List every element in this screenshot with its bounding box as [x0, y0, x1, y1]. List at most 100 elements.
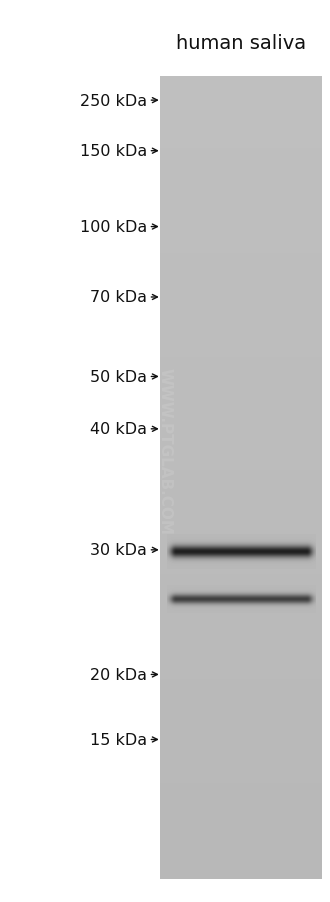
Bar: [160, 437, 322, 446]
Text: 70 kDa: 70 kDa: [90, 290, 147, 305]
Bar: [160, 141, 322, 149]
Bar: [160, 462, 322, 470]
Bar: [160, 630, 322, 639]
Bar: [160, 189, 322, 198]
Bar: [160, 871, 322, 879]
Text: 15 kDa: 15 kDa: [90, 732, 147, 747]
Bar: [160, 534, 322, 542]
Bar: [160, 743, 322, 751]
Bar: [160, 703, 322, 711]
Bar: [160, 245, 322, 253]
Bar: [160, 422, 322, 430]
Bar: [160, 237, 322, 245]
Bar: [160, 622, 322, 630]
Bar: [160, 542, 322, 550]
Bar: [160, 526, 322, 534]
Bar: [160, 270, 322, 278]
Bar: [160, 454, 322, 462]
Bar: [160, 727, 322, 735]
Bar: [160, 832, 322, 839]
Bar: [160, 606, 322, 614]
Text: 50 kDa: 50 kDa: [90, 370, 147, 384]
Bar: [160, 262, 322, 270]
Bar: [160, 478, 322, 486]
Bar: [160, 373, 322, 382]
Bar: [160, 109, 322, 117]
Bar: [160, 77, 322, 85]
Bar: [160, 133, 322, 141]
Bar: [160, 446, 322, 454]
Bar: [160, 101, 322, 109]
Bar: [160, 807, 322, 815]
Bar: [160, 711, 322, 719]
Bar: [160, 791, 322, 799]
Bar: [160, 759, 322, 767]
Bar: [160, 213, 322, 221]
Bar: [160, 550, 322, 558]
Bar: [160, 583, 322, 591]
Bar: [160, 205, 322, 213]
Bar: [160, 566, 322, 575]
Bar: [160, 149, 322, 157]
Bar: [160, 301, 322, 309]
Bar: [160, 678, 322, 686]
Bar: [160, 390, 322, 398]
Bar: [160, 671, 322, 678]
Bar: [160, 839, 322, 847]
Bar: [160, 221, 322, 229]
Text: 20 kDa: 20 kDa: [90, 667, 147, 682]
Bar: [160, 647, 322, 655]
Bar: [160, 326, 322, 334]
Bar: [160, 614, 322, 622]
Bar: [160, 575, 322, 583]
Bar: [160, 686, 322, 695]
Bar: [160, 799, 322, 807]
Bar: [160, 775, 322, 783]
Bar: [160, 342, 322, 350]
Bar: [160, 406, 322, 414]
Text: 30 kDa: 30 kDa: [90, 543, 147, 557]
Bar: [160, 855, 322, 863]
Text: 250 kDa: 250 kDa: [80, 94, 147, 108]
Bar: [160, 85, 322, 93]
Bar: [160, 863, 322, 871]
Text: 150 kDa: 150 kDa: [80, 144, 147, 159]
Bar: [160, 599, 322, 606]
Bar: [160, 253, 322, 262]
Text: 100 kDa: 100 kDa: [80, 220, 147, 235]
Text: WWW.PTGLAB.COM: WWW.PTGLAB.COM: [157, 368, 173, 534]
Bar: [160, 116, 322, 124]
Bar: [160, 430, 322, 437]
Bar: [160, 357, 322, 365]
Bar: [160, 591, 322, 599]
Bar: [160, 278, 322, 285]
Bar: [160, 229, 322, 237]
Bar: [160, 783, 322, 791]
Bar: [160, 318, 322, 326]
Bar: [160, 173, 322, 181]
Bar: [160, 93, 322, 101]
Bar: [160, 767, 322, 775]
Bar: [160, 309, 322, 318]
Bar: [160, 655, 322, 663]
Bar: [160, 511, 322, 518]
Bar: [160, 285, 322, 293]
Bar: [160, 518, 322, 526]
Bar: [160, 157, 322, 165]
Bar: [160, 470, 322, 478]
Bar: [160, 735, 322, 743]
Bar: [160, 350, 322, 357]
Bar: [160, 365, 322, 373]
Bar: [160, 847, 322, 855]
Bar: [160, 639, 322, 647]
Bar: [160, 293, 322, 301]
Bar: [160, 181, 322, 189]
Text: 40 kDa: 40 kDa: [90, 422, 147, 437]
Bar: [160, 695, 322, 703]
Bar: [160, 824, 322, 832]
Bar: [160, 198, 322, 205]
Bar: [160, 663, 322, 671]
Bar: [160, 398, 322, 406]
Bar: [160, 165, 322, 173]
Bar: [160, 494, 322, 502]
